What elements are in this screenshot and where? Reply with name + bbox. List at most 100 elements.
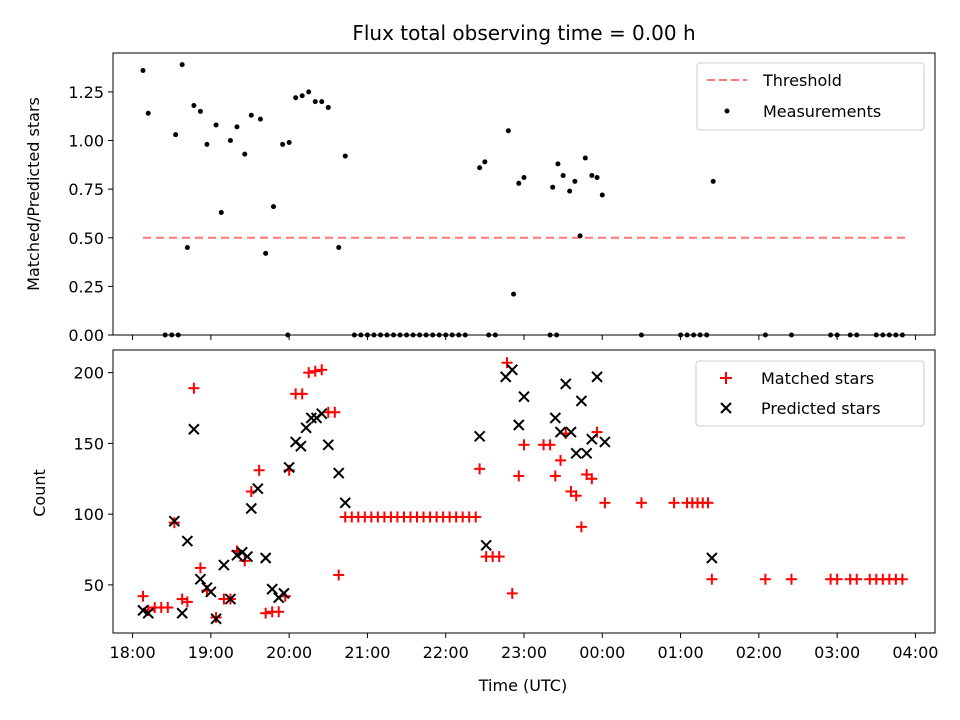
x-tick-label: 19:00 — [188, 643, 234, 662]
matched-star-point — [586, 473, 598, 485]
matched-star-point — [188, 382, 200, 394]
predicted-star-point — [473, 430, 486, 443]
predicted-star-point — [586, 433, 598, 445]
predicted-star-point — [339, 497, 351, 509]
matched-star-point — [570, 490, 582, 502]
measurement-point — [555, 161, 561, 167]
top-y-tick-label: 1.25 — [68, 83, 104, 102]
measurement-point — [173, 132, 179, 138]
measurement-point — [325, 104, 331, 110]
measurement-point — [342, 153, 348, 159]
top-legend: Threshold Measurements — [696, 62, 925, 131]
legend-predicted-swatch — [720, 402, 732, 414]
matched-star-point — [555, 454, 567, 466]
axes-frame — [112, 349, 936, 634]
matched-star-point — [759, 573, 771, 585]
measurement-point — [505, 128, 511, 134]
measurement-point — [286, 139, 292, 145]
measurement-point — [299, 93, 305, 99]
measurement-point — [521, 174, 527, 180]
measurement-point — [589, 173, 595, 179]
predicted-star-point — [480, 539, 492, 551]
measurement-point — [227, 138, 233, 144]
measurement-point — [516, 180, 522, 186]
measurement-point — [145, 110, 151, 116]
measurement-point — [594, 174, 600, 180]
predicted-star-point — [706, 552, 718, 564]
predicted-star-point — [570, 447, 582, 460]
predicted-star-point — [599, 436, 611, 448]
legend-predicted-label: Predicted stars — [761, 399, 881, 418]
matched-star-point — [333, 569, 345, 581]
matched-star-point — [635, 497, 647, 509]
measurement-point — [577, 233, 583, 239]
measurement-point — [710, 178, 716, 184]
x-tick-label: 23:00 — [501, 643, 547, 662]
matched-star-point — [785, 573, 797, 585]
matched-star-point — [851, 573, 863, 585]
matched-star-point — [702, 497, 714, 509]
top-y-tick-label: 0.50 — [68, 229, 104, 248]
predicted-star-point — [560, 378, 572, 390]
matched-star-point — [591, 426, 603, 438]
matched-star-point — [896, 573, 908, 585]
measurement-point — [234, 124, 240, 130]
bottom-y-tick-label: 100 — [73, 505, 104, 524]
matched-star-point — [474, 463, 486, 475]
x-axis-label: Time (UTC) — [478, 676, 567, 695]
measurement-point — [204, 141, 210, 147]
measurement-point — [218, 209, 224, 215]
predicted-star-point — [283, 461, 295, 474]
matched-star-point — [303, 367, 315, 379]
x-tick-label: 01:00 — [658, 643, 704, 662]
measurement-point — [242, 151, 248, 157]
x-tick-label: 22:00 — [423, 643, 469, 662]
x-tick-label: 02:00 — [736, 643, 782, 662]
matched-star-point — [273, 606, 285, 618]
measurement-point — [477, 165, 483, 171]
matched-star-point — [168, 517, 180, 529]
legend-measurements-swatch — [724, 108, 730, 114]
matched-star-point — [137, 590, 149, 602]
matched-star-point — [239, 555, 251, 567]
measurement-point — [248, 112, 254, 118]
predicted-star-point — [575, 395, 588, 407]
top-y-tick-label: 1.00 — [68, 132, 104, 151]
matched-star-point — [506, 587, 518, 599]
x-tick-label: 18:00 — [110, 643, 156, 662]
predicted-star-point — [518, 390, 530, 403]
predicted-star-point — [549, 412, 562, 424]
matched-star-point — [706, 573, 718, 585]
bottom-y-tick-label: 200 — [73, 364, 104, 383]
x-tick-label: 21:00 — [344, 643, 390, 662]
matched-star-point — [599, 497, 611, 509]
measurement-point — [197, 108, 203, 114]
x-tick-label: 03:00 — [814, 643, 860, 662]
predicted-star-point — [210, 613, 222, 625]
predicted-star-point — [322, 439, 334, 451]
bottom-legend: Matched stars Predicted stars — [695, 360, 925, 427]
predicted-star-point — [316, 407, 328, 420]
predicted-star-point — [142, 607, 154, 619]
matched-star-point — [518, 439, 530, 451]
x-tick-label: 20:00 — [266, 643, 312, 662]
matched-star-point — [470, 511, 482, 523]
measurement-point — [140, 68, 146, 74]
measurement-point — [567, 188, 573, 194]
predicted-star-point — [168, 515, 181, 527]
measurement-point — [599, 192, 605, 198]
x-tick-label: 04:00 — [892, 643, 938, 662]
top-legend-box — [696, 62, 925, 131]
matched-star-point — [493, 551, 505, 563]
predicted-star-point — [300, 422, 312, 434]
predicted-star-point — [245, 502, 258, 515]
predicted-star-point — [278, 587, 290, 600]
matched-star-point — [513, 470, 525, 482]
matched-star-point — [544, 439, 556, 451]
predicted-star-point — [580, 447, 593, 460]
predicted-star-point — [565, 426, 577, 438]
matched-star-point — [162, 602, 174, 614]
matched-star-point — [296, 388, 308, 400]
measurement-point — [482, 159, 488, 165]
predicted-star-point — [591, 371, 603, 383]
